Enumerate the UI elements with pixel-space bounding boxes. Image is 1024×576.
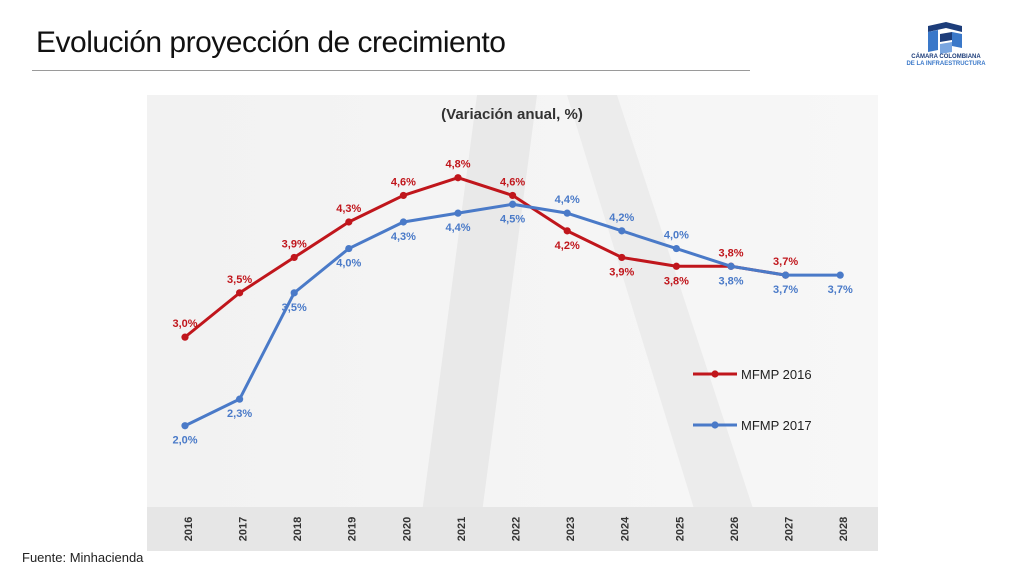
data-label: 3,5% — [227, 274, 252, 286]
data-label: 2,3% — [227, 408, 252, 420]
data-label: 4,3% — [391, 231, 416, 243]
data-label: 3,7% — [828, 284, 853, 296]
data-label: 3,8% — [664, 275, 689, 287]
x-tick-label: 2025 — [674, 517, 686, 541]
data-point — [399, 191, 407, 200]
data-label: 3,9% — [609, 266, 634, 278]
data-point — [836, 271, 844, 279]
x-tick-label: 2020 — [401, 517, 413, 541]
logo-line-1: CÁMARA COLOMBIANA — [911, 54, 981, 60]
x-tick-label: 2016 — [183, 517, 195, 541]
data-point — [454, 209, 462, 217]
data-point — [181, 333, 189, 341]
data-label: 4,6% — [391, 176, 416, 188]
data-label: 4,0% — [336, 258, 361, 270]
data-label: 3,7% — [773, 256, 798, 268]
chart-title: (Variación anual, %) — [441, 106, 583, 123]
x-tick-label: 2018 — [292, 517, 304, 541]
data-point — [563, 209, 571, 217]
x-tick-label: 2027 — [784, 517, 796, 541]
data-label: 3,9% — [282, 238, 307, 250]
x-tick-label: 2017 — [238, 517, 250, 541]
cci-logo-icon — [928, 22, 962, 54]
logo-line-2: DE LA INFRAESTRUCTURA — [906, 61, 986, 67]
x-tick-label: 2024 — [620, 516, 632, 541]
data-point — [399, 218, 407, 226]
data-label: 4,8% — [445, 159, 470, 171]
x-tick-label: 2019 — [347, 517, 359, 541]
data-label: 3,5% — [282, 302, 307, 314]
growth-line-chart: (Variación anual, %) 2016 2017 2018 2019 202… — [147, 95, 878, 551]
data-point — [290, 253, 298, 262]
data-point — [181, 422, 189, 430]
data-label: 4,3% — [336, 203, 361, 215]
data-point — [618, 227, 626, 235]
data-point — [236, 289, 244, 297]
data-label: 3,8% — [718, 247, 743, 259]
legend-label: MFMP 2017 — [741, 418, 812, 433]
source-note: Fuente: Minhacienda — [22, 550, 144, 565]
data-label: 4,2% — [609, 212, 634, 224]
chart-bg-shape-left — [417, 95, 537, 551]
data-point — [345, 244, 353, 253]
x-tick-label: 2023 — [565, 517, 577, 541]
chart-legend: MFMP 2016 MFMP 2017 — [693, 367, 812, 433]
title-underline — [32, 70, 750, 71]
data-label: 3,8% — [718, 275, 743, 287]
x-tick-label: 2022 — [511, 517, 523, 541]
x-tick-label: 2028 — [838, 517, 850, 541]
data-label: 4,4% — [445, 222, 470, 234]
x-tick-label: 2021 — [456, 517, 468, 541]
chart-series: 3,0% 3,5% 3,9% 4,3% 4,6% 4,8% 4,6% 4,2% 3,9% 3,8%… — [172, 159, 852, 447]
legend-label: MFMP 2016 — [741, 367, 812, 382]
x-axis-ticks: 2016 2017 2018 2019 2020 2021 2022 2023 2024 2025… — [183, 516, 850, 541]
data-point — [672, 244, 681, 253]
x-tick-label: 2026 — [729, 517, 741, 541]
data-label: 3,7% — [773, 284, 798, 296]
data-label: 4,5% — [500, 213, 525, 225]
data-point — [509, 200, 517, 208]
data-point — [454, 174, 462, 182]
data-point — [563, 227, 571, 235]
legend-marker — [711, 370, 719, 378]
data-point — [236, 395, 244, 403]
data-point — [290, 289, 298, 297]
legend-marker — [711, 421, 719, 429]
slide-title: Evolución proyección de crecimiento — [36, 26, 506, 59]
chart-axis-band — [147, 507, 878, 551]
data-point — [345, 218, 353, 226]
data-label: 4,0% — [664, 230, 689, 242]
data-point — [509, 191, 517, 200]
data-point — [618, 253, 626, 262]
data-label: 2,0% — [172, 435, 197, 447]
data-point — [672, 262, 681, 270]
data-label: 4,2% — [555, 240, 580, 252]
data-label: 4,4% — [555, 194, 580, 206]
data-label: 4,6% — [500, 176, 525, 188]
data-point — [727, 262, 735, 270]
chart-bg-shape-right — [567, 95, 767, 551]
series-line — [184, 176, 786, 339]
data-label: 3,0% — [172, 318, 197, 330]
data-point — [782, 271, 790, 279]
logo-caption: CÁMARA COLOMBIANA DE LA INFRAESTRUCTURA — [906, 54, 986, 68]
